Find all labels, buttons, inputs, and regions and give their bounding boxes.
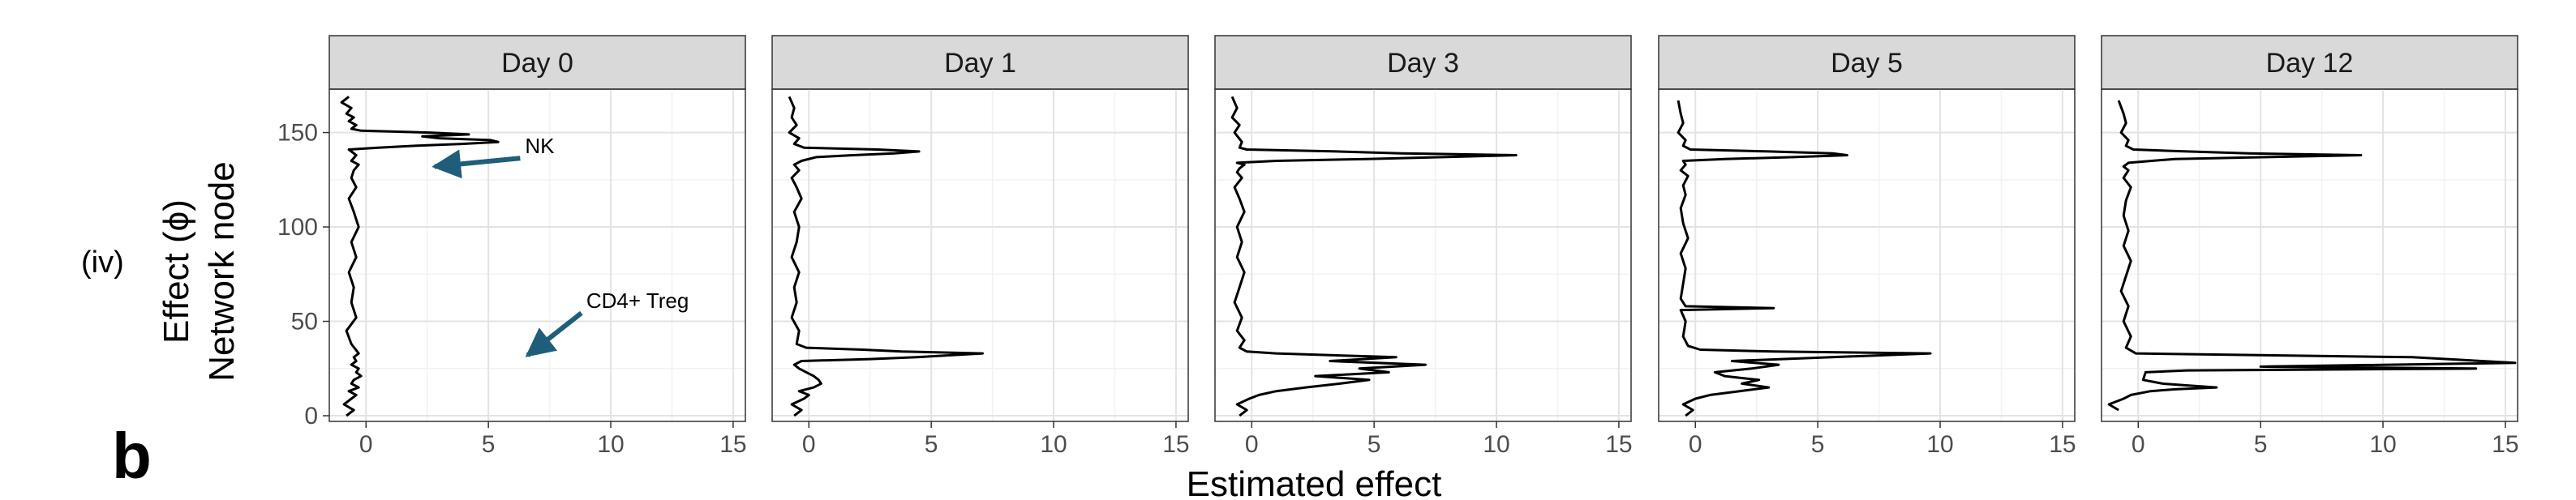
x-tick-label: 0 [1245,431,1259,458]
x-tick-label: 10 [1926,431,1953,458]
panel-border [328,88,746,422]
x-tick-label: 15 [2492,431,2518,458]
x-tick-label: 15 [719,431,746,458]
panel-border [2101,88,2518,422]
facet-panel: Day 3 0 5 10 15 [1214,35,1633,458]
facet-strip-label: Day 12 [2266,48,2354,79]
y-axis-title-line2: Network node [202,161,242,381]
facet-strip [2101,35,2518,90]
x-tick-label: 0 [2132,431,2145,458]
x-tick-label: 5 [1811,431,1825,458]
panel-tag: (iv) [81,246,124,280]
facet-strip-label: Day 5 [1831,48,1903,79]
x-tick-label: 5 [2254,431,2268,458]
x-tick-label: 15 [1162,431,1189,458]
figure-tag: b [112,420,152,492]
y-axis-title: Effect (ϕ) Network node [157,161,242,381]
y-tick-label: 0 [304,403,318,429]
x-tick-label: 10 [1483,431,1509,458]
x-tick-label: 0 [802,431,816,458]
panel-border [771,88,1189,422]
x-tick-label: 10 [1040,431,1067,458]
panel-border [1658,88,2076,422]
facet-strip-label: Day 3 [1387,48,1459,79]
panel-border [1214,88,1632,422]
series-line [1230,96,1518,417]
annotation-label: CD4+ Treg [586,288,689,313]
series-line [788,96,984,417]
series-line [2107,100,2517,412]
y-axis-title-line1: Effect (ϕ) [157,199,196,344]
facet-strip [771,35,1189,90]
annotation-arrow [431,149,521,179]
x-tick-label: 10 [597,431,624,458]
x-tick-label: 5 [482,431,496,458]
x-tick-label: 5 [1367,431,1381,458]
series-line [340,96,500,417]
x-tick-label: 15 [2049,431,2076,458]
facet-panel: Day 5 0 5 10 15 [1658,35,2076,458]
x-tick-label: 15 [1605,431,1632,458]
facet-strip-label: Day 1 [944,48,1016,79]
annotation-arrow [525,310,583,357]
y-tick-label: 50 [291,309,318,335]
annotation-label: NK [525,134,555,158]
facet-strip [328,35,746,90]
x-tick-label: 0 [1689,431,1702,458]
x-tick-label: 5 [925,431,938,458]
facet-panel: Day 12 0 5 10 15 [2101,35,2519,458]
x-axis-title: Estimated effect [1187,464,1442,500]
series-line [1677,100,1932,417]
facet-strip [1214,35,1632,90]
x-tick-label: 10 [2369,431,2396,458]
y-tick-label: 150 [277,120,318,147]
y-tick-label: 100 [277,214,318,241]
facet-strip [1658,35,2076,90]
x-tick-label: 0 [359,431,373,458]
facet-strip-label: Day 0 [501,48,573,79]
facet-panel: Day 1 0 5 10 15 [771,35,1190,458]
